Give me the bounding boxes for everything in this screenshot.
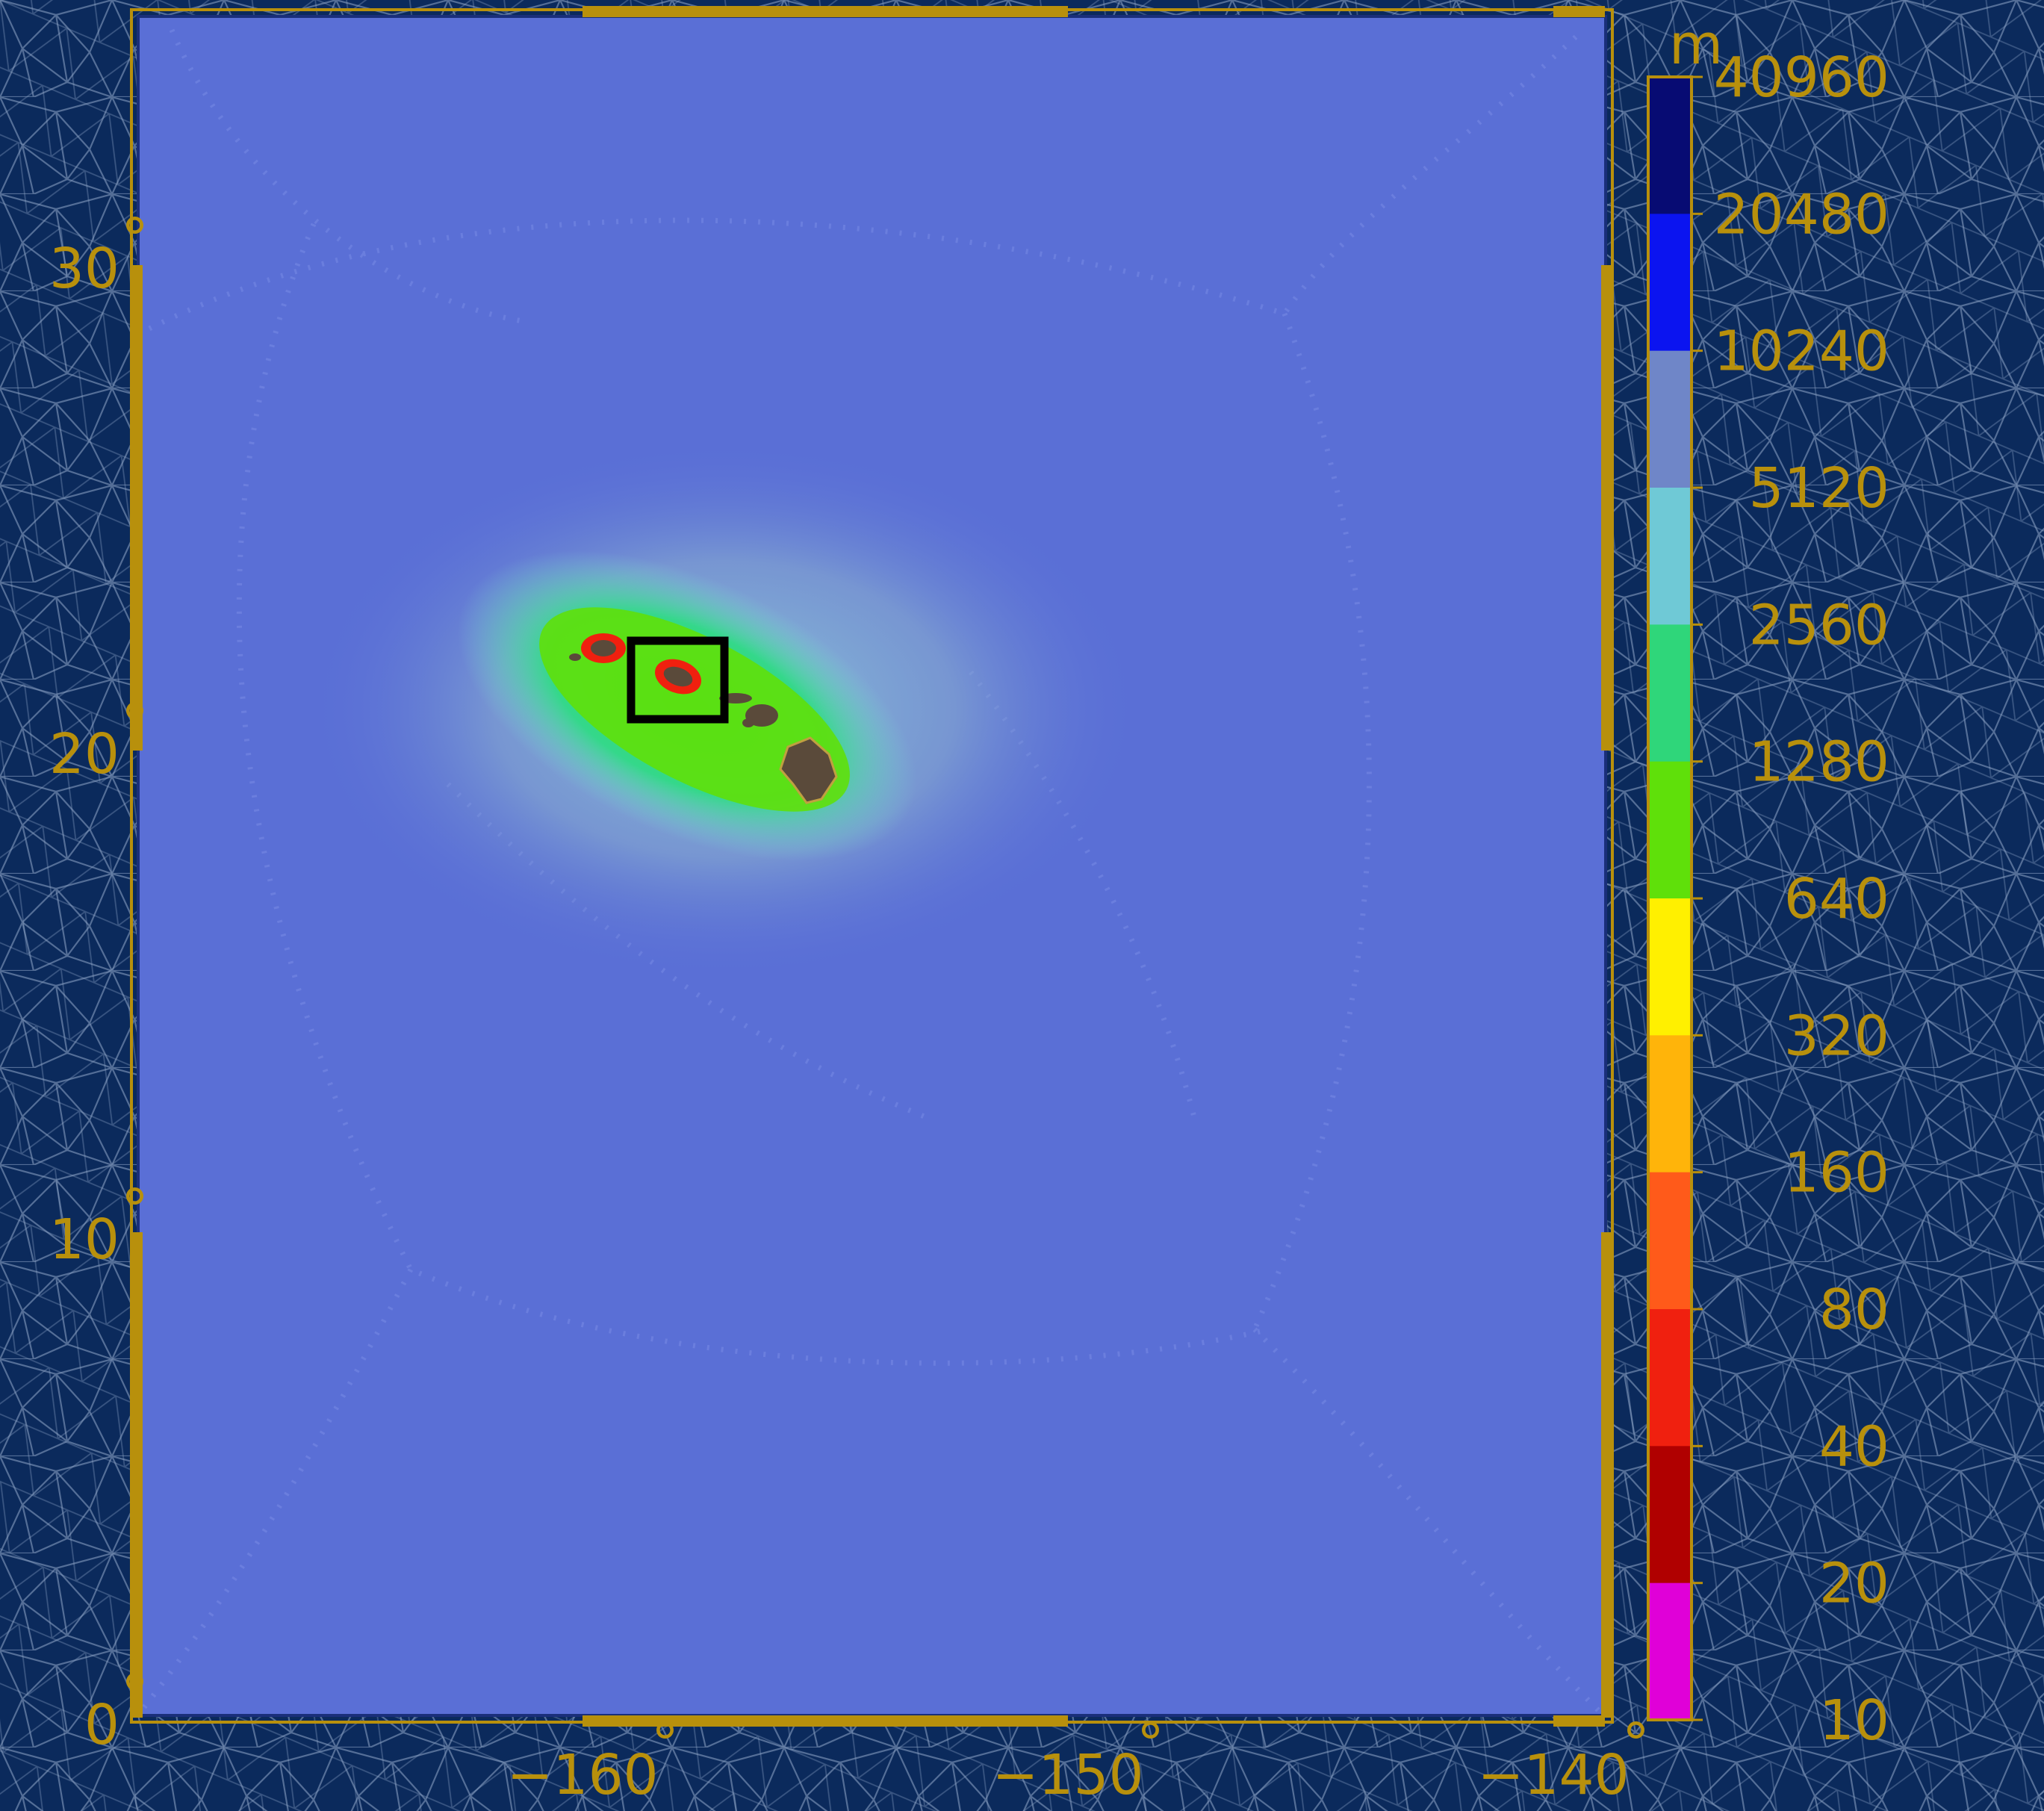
- map-domain: [137, 15, 1607, 1717]
- colorbar-level-label: 40960: [1714, 46, 1889, 110]
- lat-label-10: 10: [49, 1208, 119, 1272]
- lon-label-160: −160: [506, 1743, 658, 1807]
- longitude-axis: −160 ° −150 ° −140 °: [506, 1712, 1650, 1807]
- colorbar-level-label: 80: [1819, 1278, 1889, 1342]
- colorbar-legend: m 40960 20480 10240 5120 2560 1280 640 320 160 80…: [1647, 13, 1889, 1753]
- colorbar-segment: [1648, 350, 1692, 488]
- deg-symbol: °: [651, 1712, 679, 1776]
- colorbar-segment: [1648, 1309, 1692, 1447]
- colorbar-segment: [1648, 214, 1692, 352]
- colorbar-segment: [1648, 1172, 1692, 1310]
- colorbar-level-label: 10240: [1714, 320, 1889, 384]
- colorbar-segment: [1648, 488, 1692, 625]
- colorbar-segment: [1648, 1035, 1692, 1173]
- colorbar-level-label: 640: [1784, 867, 1889, 931]
- colorbar-segment: [1648, 898, 1692, 1036]
- deg-symbol: °: [121, 1663, 149, 1727]
- colorbar-level-label: 20480: [1714, 182, 1889, 246]
- colorbar-level-label: 5120: [1749, 456, 1889, 521]
- colorbar-labels: 40960 20480 10240 5120 2560 1280 640 320 160 80 40…: [1692, 46, 1889, 1753]
- deg-symbol: °: [121, 1178, 149, 1242]
- lat-label-30: 30: [49, 237, 119, 301]
- map-frame: [130, 6, 1614, 1727]
- colorbar-level-label: 40: [1819, 1414, 1889, 1479]
- domain-mesh-seams: [140, 28, 1600, 1712]
- deg-symbol: °: [1622, 1712, 1650, 1776]
- colorbar-segment: [1648, 1582, 1692, 1721]
- colorbar-level-label: 160: [1784, 1141, 1889, 1205]
- colorbar-level-label: 320: [1784, 1004, 1889, 1068]
- lat-label-20: 20: [49, 722, 119, 786]
- colorbar-level-label: 1280: [1749, 730, 1889, 795]
- colorbar-segment: [1648, 624, 1692, 762]
- highlight-box: [627, 636, 729, 724]
- lat-label-0: 0: [84, 1693, 119, 1757]
- colorbar-segments: [1648, 77, 1692, 1721]
- lon-label-150: −150: [992, 1743, 1143, 1807]
- hawaiian-islands: [569, 633, 838, 804]
- deg-symbol: °: [121, 207, 149, 271]
- lon-label-140: −140: [1477, 1743, 1629, 1807]
- colorbar-level-label: 2560: [1749, 593, 1889, 657]
- colorbar-segment: [1648, 77, 1692, 214]
- colorbar-segment: [1648, 761, 1692, 899]
- colorbar-level-label: 20: [1819, 1552, 1889, 1616]
- deg-symbol: °: [1137, 1712, 1164, 1776]
- big-island: [779, 736, 838, 804]
- colorbar-level-label: 10: [1819, 1689, 1889, 1753]
- colorbar-segment: [1648, 1446, 1692, 1584]
- deg-symbol: °: [121, 692, 149, 757]
- colorbar-unit: m: [1669, 13, 1723, 77]
- latitude-axis: 30 ° 20 ° 10 ° 0 °: [49, 207, 149, 1757]
